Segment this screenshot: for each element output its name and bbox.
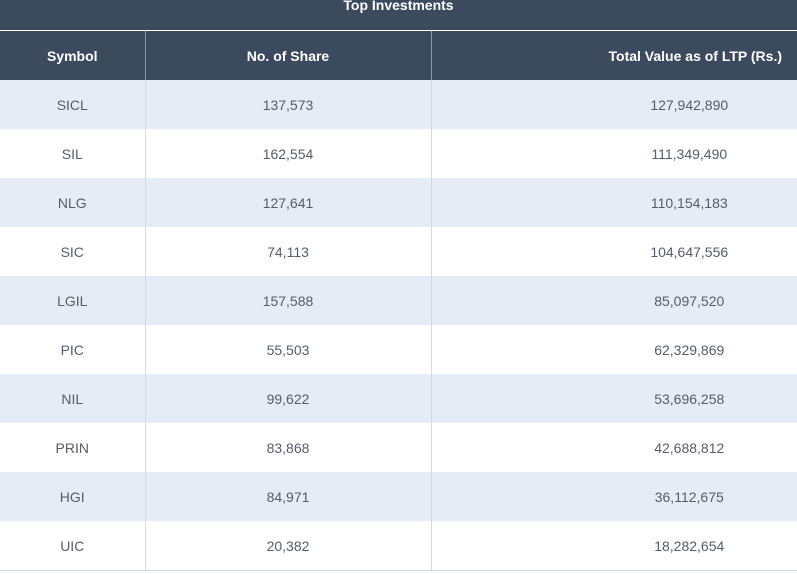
- table-header: Symbol No. of Share Total Value as of LT…: [0, 31, 797, 80]
- cell-shares: 84,971: [145, 472, 432, 521]
- header-row: Symbol No. of Share Total Value as of LT…: [0, 31, 797, 80]
- cell-total-value: 18,282,654: [431, 521, 797, 570]
- cell-shares: 157,588: [145, 276, 432, 325]
- cell-total-value: 62,329,869: [431, 325, 797, 374]
- column-header-symbol: Symbol: [0, 31, 146, 80]
- cell-shares: 127,641: [145, 178, 432, 227]
- cell-symbol: PRIN: [0, 423, 146, 472]
- cell-shares: 20,382: [145, 521, 432, 570]
- cell-shares: 74,113: [145, 227, 432, 276]
- table-row: UIC 20,382 18,282,654: [0, 521, 797, 570]
- cell-symbol: HGI: [0, 472, 146, 521]
- cell-shares: 162,554: [145, 129, 432, 178]
- table-row: NLG 127,641 110,154,183: [0, 178, 797, 227]
- cell-total-value: 111,349,490: [431, 129, 797, 178]
- cell-symbol: LGIL: [0, 276, 146, 325]
- table-title: Top Investments: [343, 0, 454, 13]
- table-row: SIL 162,554 111,349,490: [0, 129, 797, 178]
- column-header-shares: No. of Share: [145, 31, 432, 80]
- cell-shares: 55,503: [145, 325, 432, 374]
- table-body: SICL 137,573 127,942,890 SIL 162,554 111,349,…: [0, 80, 797, 570]
- cell-total-value: 110,154,183: [431, 178, 797, 227]
- cell-total-value: 127,942,890: [431, 80, 797, 129]
- table-bottom-border: [0, 570, 797, 571]
- table-row: SICL 137,573 127,942,890: [0, 80, 797, 129]
- cell-symbol: NLG: [0, 178, 146, 227]
- table-row: LGIL 157,588 85,097,520: [0, 276, 797, 325]
- cell-shares: 99,622: [145, 374, 432, 423]
- table-row: SIC 74,113 104,647,556: [0, 227, 797, 276]
- cell-total-value: 36,112,675: [431, 472, 797, 521]
- table-row: PIC 55,503 62,329,869: [0, 325, 797, 374]
- cell-total-value: 104,647,556: [431, 227, 797, 276]
- cell-symbol: UIC: [0, 521, 146, 570]
- cell-symbol: NIL: [0, 374, 146, 423]
- cell-symbol: PIC: [0, 325, 146, 374]
- table-row: NIL 99,622 53,696,258: [0, 374, 797, 423]
- table-row: PRIN 83,868 42,688,812: [0, 423, 797, 472]
- cell-symbol: SICL: [0, 80, 146, 129]
- cell-total-value: 42,688,812: [431, 423, 797, 472]
- cell-total-value: 85,097,520: [431, 276, 797, 325]
- cell-symbol: SIC: [0, 227, 146, 276]
- cell-symbol: SIL: [0, 129, 146, 178]
- cell-shares: 137,573: [145, 80, 432, 129]
- investments-table: Symbol No. of Share Total Value as of LT…: [0, 31, 797, 570]
- cell-shares: 83,868: [145, 423, 432, 472]
- table-title-bar: Top Investments: [0, 0, 797, 30]
- table-row: HGI 84,971 36,112,675: [0, 472, 797, 521]
- column-header-total-value: Total Value as of LTP (Rs.): [431, 31, 797, 80]
- cell-total-value: 53,696,258: [431, 374, 797, 423]
